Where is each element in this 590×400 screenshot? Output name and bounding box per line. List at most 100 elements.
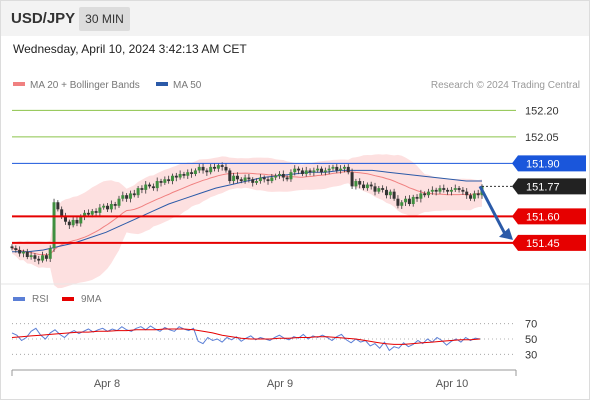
candle-body bbox=[44, 255, 48, 259]
candle-body bbox=[209, 166, 213, 173]
candle-body bbox=[335, 166, 339, 171]
candle-body bbox=[381, 188, 385, 190]
candle-body bbox=[10, 246, 14, 249]
candle-body bbox=[255, 181, 259, 183]
candle-body bbox=[56, 202, 60, 210]
candle-body bbox=[438, 188, 442, 192]
candle-body bbox=[41, 255, 45, 261]
candle-body bbox=[193, 170, 197, 174]
legend-swatch-ma-bb bbox=[13, 82, 25, 87]
candle-body bbox=[331, 166, 335, 169]
candle-body bbox=[216, 165, 220, 169]
candle-body bbox=[461, 189, 465, 192]
forecast-arrow-head bbox=[499, 227, 513, 240]
candle-body bbox=[113, 204, 117, 206]
candle-body bbox=[342, 166, 346, 169]
candle-body bbox=[106, 205, 110, 210]
candle-body bbox=[392, 191, 396, 199]
candle-body bbox=[132, 193, 136, 196]
candle-body bbox=[446, 189, 450, 192]
candle-body bbox=[457, 188, 461, 190]
candle-body bbox=[304, 170, 308, 174]
candle-body bbox=[411, 196, 415, 205]
candle-body bbox=[167, 179, 171, 182]
candle-body bbox=[18, 249, 22, 254]
ma20-line bbox=[11, 170, 483, 256]
candle-body bbox=[442, 188, 446, 190]
candle-body bbox=[239, 179, 243, 182]
candle-body bbox=[170, 175, 174, 182]
candle-body bbox=[174, 175, 178, 178]
candle-body bbox=[404, 198, 408, 203]
candle-body bbox=[427, 191, 431, 196]
x-tick-label: Apr 10 bbox=[436, 378, 468, 390]
candle-body bbox=[384, 189, 388, 196]
candle-body bbox=[128, 193, 132, 199]
candle-body bbox=[232, 175, 236, 182]
candle-body bbox=[472, 193, 476, 199]
candle-body bbox=[377, 188, 381, 192]
candle-body bbox=[388, 191, 392, 196]
rsi-legend-label: 9MA bbox=[81, 294, 102, 305]
candle-body bbox=[163, 179, 167, 183]
candle-body bbox=[270, 177, 274, 182]
candle-body bbox=[266, 179, 270, 182]
candle-body bbox=[63, 216, 67, 222]
candle-body bbox=[197, 166, 201, 171]
support-level-label: 151.60 bbox=[526, 211, 560, 223]
symbol-label: USD/JPY bbox=[11, 10, 76, 27]
candle-body bbox=[29, 255, 33, 258]
candle-body bbox=[434, 189, 438, 192]
candle-body bbox=[369, 184, 373, 187]
candle-body bbox=[190, 172, 194, 174]
candle-body bbox=[323, 170, 327, 173]
x-tick-label: Apr 8 bbox=[94, 378, 120, 390]
candle-body bbox=[102, 205, 106, 208]
candle-body bbox=[159, 181, 163, 183]
candle-body bbox=[94, 211, 98, 213]
target-level-label: 152.05 bbox=[525, 132, 559, 144]
candle-body bbox=[121, 195, 125, 199]
legend-swatch-ma50 bbox=[156, 82, 168, 87]
candle-body bbox=[247, 177, 251, 180]
candle-body bbox=[449, 189, 453, 192]
candle-body bbox=[83, 212, 87, 217]
candle-body bbox=[365, 184, 369, 189]
candle-body bbox=[178, 173, 182, 178]
support-level-tag bbox=[512, 208, 586, 225]
candle-body bbox=[297, 168, 301, 171]
legend-label-ma-bb: MA 20 + Bollinger Bands bbox=[30, 80, 140, 91]
pivot-level-tag bbox=[512, 155, 586, 172]
candle-body bbox=[125, 195, 129, 199]
timeframe-button[interactable]: 30 MIN bbox=[79, 7, 130, 31]
candle-body bbox=[86, 212, 90, 215]
candle-body bbox=[67, 221, 71, 226]
candle-body bbox=[312, 170, 316, 173]
candle-body bbox=[281, 173, 285, 178]
ma50-line bbox=[12, 169, 482, 253]
candle-body bbox=[60, 209, 64, 217]
x-tick-label: Apr 9 bbox=[267, 378, 293, 390]
candle-body bbox=[316, 168, 320, 171]
candle-body bbox=[117, 198, 121, 206]
candle-body bbox=[144, 184, 148, 190]
candle-body bbox=[285, 177, 289, 180]
candle-body bbox=[224, 166, 228, 171]
candle-body bbox=[354, 181, 358, 187]
last-price-tag bbox=[512, 178, 586, 195]
datetime-label: Wednesday, April 10, 2024 3:42:13 AM CET bbox=[13, 42, 247, 56]
rsi-tick-label: 50 bbox=[525, 334, 537, 346]
rsi-series-9ma bbox=[11, 328, 481, 345]
candle-body bbox=[251, 179, 255, 183]
candle-body bbox=[407, 198, 411, 205]
legend-ma-bollinger: MA 20 + Bollinger Bands bbox=[13, 80, 140, 91]
header-bar: USD/JPY 30 MIN bbox=[0, 0, 590, 36]
candle-body bbox=[308, 170, 312, 173]
candle-body bbox=[186, 172, 190, 176]
candle-body bbox=[465, 191, 469, 196]
forecast-arrow-shaft bbox=[478, 185, 507, 235]
candle-body bbox=[71, 219, 75, 226]
candle-body bbox=[228, 170, 232, 182]
candle-body bbox=[37, 258, 41, 261]
